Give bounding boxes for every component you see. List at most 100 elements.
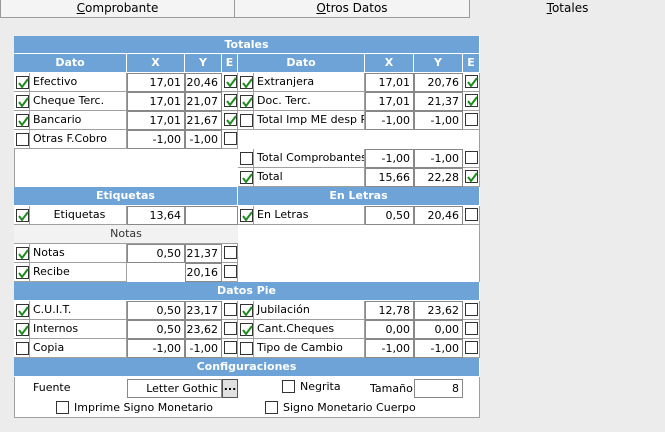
signo-cuerpo-label: Signo Monetario Cuerpo (283, 401, 416, 414)
x-value: 0,50 (127, 320, 185, 339)
row-label: Internos (30, 320, 127, 339)
row-checkbox[interactable] (16, 95, 29, 108)
column-header: Y (414, 54, 463, 73)
e-checkbox[interactable] (465, 322, 478, 335)
row-checkbox[interactable] (16, 266, 29, 279)
font-button[interactable]: ... (222, 379, 238, 398)
x-value: 0,50 (127, 244, 185, 263)
y-value: -1,00 (414, 339, 463, 358)
row-checkbox[interactable] (16, 323, 29, 336)
y-value: 21,67 (185, 111, 222, 130)
empty-cell (185, 206, 238, 225)
row-label: Cant.Cheques (254, 320, 365, 339)
row-label: Recibe (30, 263, 127, 282)
x-value: -1,00 (365, 149, 414, 168)
row-label: Total (254, 168, 365, 187)
row-checkbox[interactable] (240, 95, 253, 108)
e-checkbox[interactable] (465, 208, 478, 221)
tab[interactable]: Totales (546, 1, 589, 15)
fuente-label: Fuente (33, 381, 71, 394)
negrita-label: Negrita (300, 380, 341, 393)
row-label: C.U.I.T. (30, 301, 127, 320)
y-value: 21,37 (414, 92, 463, 111)
y-value: 20,76 (414, 73, 463, 92)
section-header: Datos Pie (14, 282, 480, 301)
row-checkbox[interactable] (16, 342, 29, 355)
y-value: -1,00 (414, 111, 463, 130)
e-checkbox[interactable] (465, 75, 478, 88)
e-checkbox[interactable] (465, 151, 478, 164)
row-label: Otras F.Cobro (30, 130, 127, 149)
y-value: 20,46 (185, 73, 222, 92)
column-header: Y (185, 54, 222, 73)
e-checkbox[interactable] (224, 265, 237, 278)
e-checkbox[interactable] (224, 246, 237, 259)
row-label: Tipo de Cambio (254, 339, 365, 358)
section-header: Etiquetas (14, 187, 238, 206)
row-checkbox[interactable] (240, 304, 253, 317)
row-label: Etiquetas (30, 206, 127, 225)
y-value: 23,62 (414, 301, 463, 320)
y-value: -1,00 (185, 130, 222, 149)
x-value: 0,00 (365, 320, 414, 339)
y-value: 21,07 (185, 92, 222, 111)
row-label: Jubilación (254, 301, 365, 320)
y-value: 23,62 (185, 320, 222, 339)
row-checkbox[interactable] (16, 209, 29, 222)
row-label: En Letras (254, 206, 365, 225)
negrita-checkbox[interactable] (282, 380, 295, 393)
fuente-value: Letter Gothic (127, 379, 222, 398)
e-checkbox[interactable] (224, 113, 237, 126)
row-checkbox[interactable] (240, 152, 253, 165)
column-header: X (365, 54, 414, 73)
row-label: Doc. Terc. (254, 92, 365, 111)
y-value: 20,16 (185, 263, 222, 282)
e-checkbox[interactable] (465, 113, 478, 126)
e-checkbox[interactable] (224, 322, 237, 335)
x-value: 17,01 (127, 92, 185, 111)
e-checkbox[interactable] (465, 341, 478, 354)
x-value: 17,01 (127, 111, 185, 130)
row-label: Bancario (30, 111, 127, 130)
e-checkbox[interactable] (224, 341, 237, 354)
row-checkbox[interactable] (240, 171, 253, 184)
x-value: 17,01 (127, 73, 185, 92)
e-checkbox[interactable] (465, 94, 478, 107)
imprime-signo-label: Imprime Signo Monetario (74, 401, 214, 414)
y-value: 22,28 (414, 168, 463, 187)
tab[interactable]: Comprobante (0, 0, 235, 18)
e-checkbox[interactable] (465, 303, 478, 316)
e-checkbox[interactable] (224, 94, 237, 107)
x-value: 17,01 (365, 73, 414, 92)
e-checkbox[interactable] (224, 75, 237, 88)
column-header: E (463, 54, 480, 73)
row-checkbox[interactable] (16, 133, 29, 146)
x-value: -1,00 (127, 339, 185, 358)
e-checkbox[interactable] (224, 303, 237, 316)
tamano-value: 8 (414, 379, 463, 398)
row-checkbox[interactable] (16, 76, 29, 89)
e-checkbox[interactable] (465, 170, 478, 183)
y-value: 0,00 (414, 320, 463, 339)
section-header: Totales (14, 36, 480, 54)
x-value: 0,50 (365, 206, 414, 225)
row-label: Total Imp ME desp PP (254, 111, 365, 130)
tab[interactable]: Otros Datos (235, 0, 470, 18)
row-checkbox[interactable] (16, 247, 29, 260)
x-value: -1,00 (365, 111, 414, 130)
row-checkbox[interactable] (240, 323, 253, 336)
row-checkbox[interactable] (240, 76, 253, 89)
y-value: -1,00 (185, 339, 222, 358)
row-checkbox[interactable] (240, 114, 253, 127)
row-checkbox[interactable] (16, 114, 29, 127)
x-value: -1,00 (365, 339, 414, 358)
row-label: Notas (30, 244, 127, 263)
row-checkbox[interactable] (16, 304, 29, 317)
row-checkbox[interactable] (240, 342, 253, 355)
imprime-signo-checkbox[interactable] (56, 401, 69, 414)
e-checkbox[interactable] (224, 132, 237, 145)
row-checkbox[interactable] (240, 209, 253, 222)
signo-cuerpo-checkbox[interactable] (265, 401, 278, 414)
row-label: Cheque Terc. (30, 92, 127, 111)
